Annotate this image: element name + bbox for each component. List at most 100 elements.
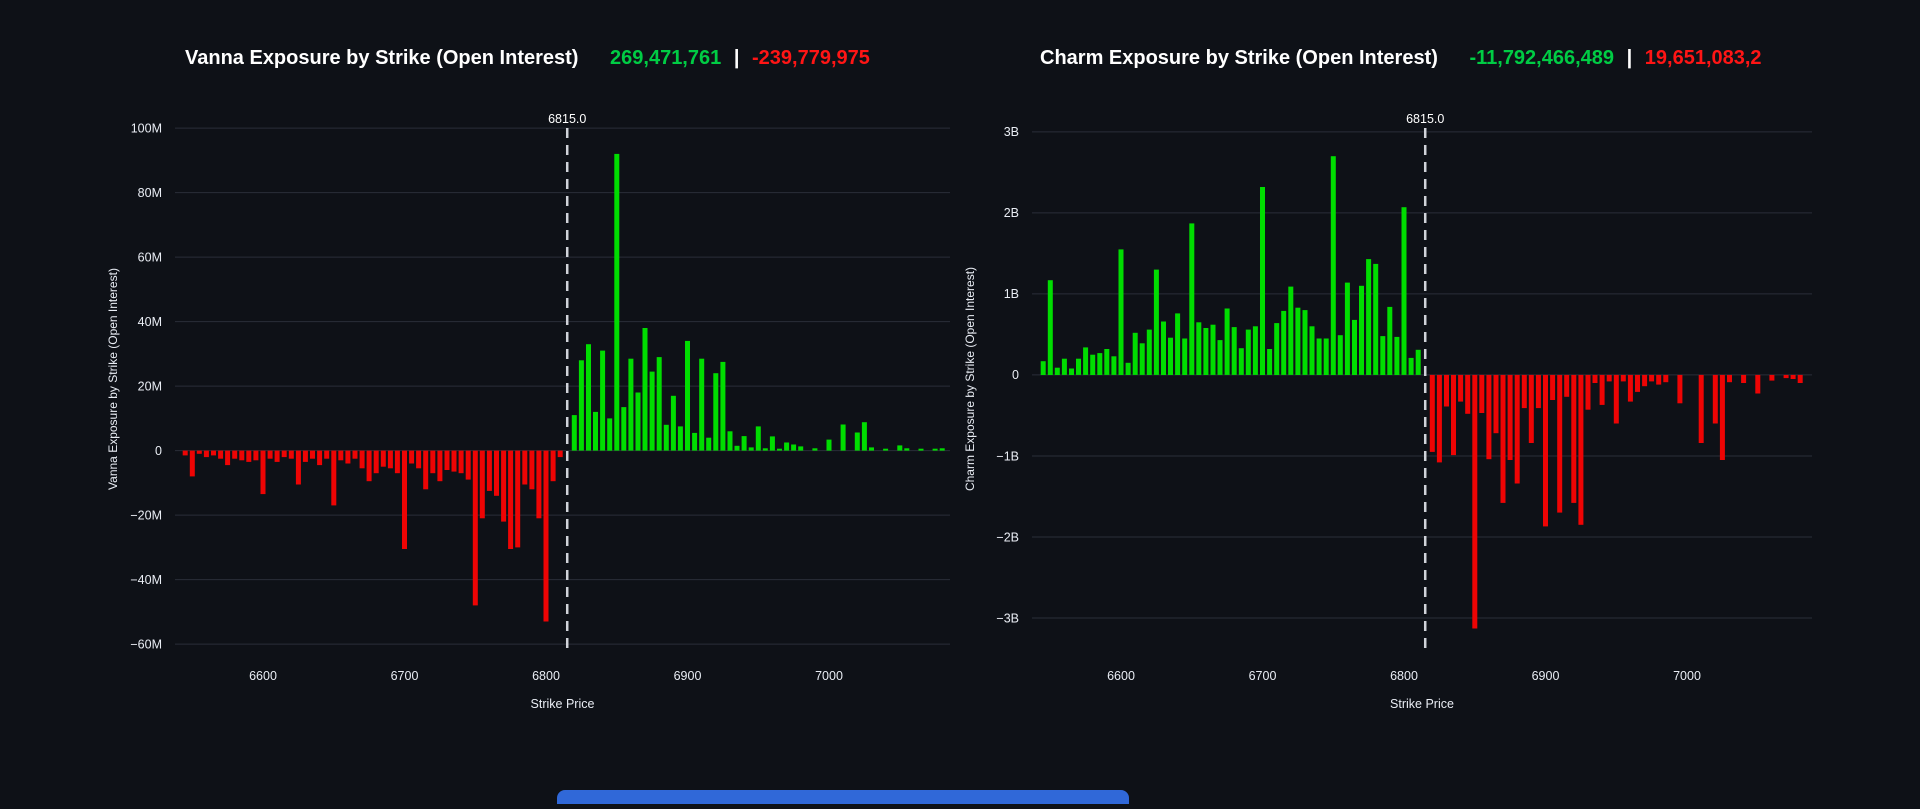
bar-strike-6720[interactable] bbox=[1288, 286, 1294, 375]
bar-strike-6625[interactable] bbox=[295, 450, 301, 485]
bar-strike-6770[interactable] bbox=[1359, 285, 1364, 375]
bar-strike-6905[interactable] bbox=[692, 432, 698, 451]
bar-strike-6775[interactable] bbox=[1366, 259, 1372, 375]
bar-strike-6980[interactable] bbox=[1656, 374, 1662, 385]
bar-strike-7070[interactable] bbox=[1783, 374, 1789, 379]
bar-strike-6555[interactable] bbox=[1054, 367, 1060, 375]
bar-strike-6730[interactable] bbox=[444, 450, 450, 470]
bar-strike-6795[interactable] bbox=[536, 450, 542, 519]
bar-strike-6645[interactable] bbox=[1182, 338, 1188, 376]
bar-strike-6880[interactable] bbox=[1514, 374, 1520, 484]
bar-strike-6645[interactable] bbox=[324, 450, 330, 459]
bar-strike-6795[interactable] bbox=[1394, 336, 1400, 375]
bar-strike-6915[interactable] bbox=[706, 437, 712, 451]
bar-strike-6610[interactable] bbox=[274, 450, 280, 462]
bar-strike-7000[interactable] bbox=[826, 439, 832, 451]
bar-strike-6640[interactable] bbox=[317, 450, 323, 466]
bar-strike-6620[interactable] bbox=[1146, 329, 1152, 375]
bar-strike-6760[interactable] bbox=[486, 450, 492, 491]
bar-strike-6675[interactable] bbox=[1224, 308, 1230, 375]
bar-strike-6655[interactable] bbox=[338, 450, 344, 461]
bar-strike-6905[interactable] bbox=[1550, 374, 1556, 400]
bar-strike-7055[interactable] bbox=[904, 448, 910, 451]
bar-strike-6595[interactable] bbox=[253, 450, 259, 461]
bar-strike-6745[interactable] bbox=[1323, 338, 1329, 376]
bar-strike-6570[interactable] bbox=[218, 450, 224, 459]
bar-strike-6810[interactable] bbox=[1415, 349, 1421, 375]
bar-strike-6965[interactable] bbox=[777, 448, 782, 451]
bar-strike-6925[interactable] bbox=[1578, 374, 1584, 525]
bar-strike-6750[interactable] bbox=[1330, 156, 1336, 375]
bar-strike-6965[interactable] bbox=[1635, 374, 1640, 392]
bar-strike-6895[interactable] bbox=[1535, 374, 1541, 409]
bar-strike-6705[interactable] bbox=[409, 450, 415, 464]
bar-strike-6685[interactable] bbox=[380, 450, 386, 467]
bar-strike-6950[interactable] bbox=[755, 426, 761, 451]
bar-strike-6830[interactable] bbox=[586, 344, 591, 451]
bar-strike-6935[interactable] bbox=[734, 445, 740, 451]
bar-strike-6755[interactable] bbox=[1337, 335, 1343, 375]
bar-strike-6590[interactable] bbox=[246, 450, 252, 462]
bar-strike-6910[interactable] bbox=[699, 358, 705, 451]
bar-strike-6935[interactable] bbox=[1592, 374, 1598, 383]
bar-strike-6885[interactable] bbox=[663, 424, 669, 451]
bar-strike-6870[interactable] bbox=[1500, 374, 1506, 503]
bar-strike-6690[interactable] bbox=[387, 450, 393, 469]
bar-strike-6575[interactable] bbox=[225, 450, 231, 466]
bar-strike-7020[interactable] bbox=[854, 432, 860, 451]
bar-strike-6865[interactable] bbox=[635, 392, 641, 451]
bar-strike-6580[interactable] bbox=[232, 450, 238, 459]
bar-strike-7040[interactable] bbox=[1741, 374, 1747, 383]
bar-strike-6600[interactable] bbox=[1118, 249, 1124, 375]
bar-strike-6570[interactable] bbox=[1076, 358, 1081, 375]
bar-strike-6765[interactable] bbox=[1352, 319, 1357, 375]
bar-strike-6560[interactable] bbox=[203, 450, 209, 458]
bar-strike-6725[interactable] bbox=[1295, 307, 1301, 375]
bar-strike-6565[interactable] bbox=[211, 450, 216, 456]
bar-strike-7050[interactable] bbox=[897, 445, 903, 451]
partial-bottom-element[interactable] bbox=[557, 790, 1129, 804]
bar-strike-6590[interactable] bbox=[1104, 349, 1110, 375]
bar-strike-7030[interactable] bbox=[869, 447, 874, 451]
bar-strike-6565[interactable] bbox=[1069, 368, 1074, 376]
bar-strike-7010[interactable] bbox=[840, 424, 846, 451]
bar-strike-6860[interactable] bbox=[628, 358, 634, 451]
bar-strike-6600[interactable] bbox=[260, 450, 266, 495]
bar-strike-6580[interactable] bbox=[1090, 354, 1096, 375]
bar-strike-6875[interactable] bbox=[649, 371, 655, 451]
bar-strike-6615[interactable] bbox=[281, 450, 287, 458]
bar-strike-6970[interactable] bbox=[1642, 374, 1648, 387]
bar-strike-6615[interactable] bbox=[1139, 343, 1145, 375]
bar-strike-6545[interactable] bbox=[182, 450, 188, 456]
bar-strike-6660[interactable] bbox=[1203, 328, 1209, 375]
bar-strike-6545[interactable] bbox=[1040, 361, 1046, 375]
bar-strike-7040[interactable] bbox=[883, 448, 889, 451]
bar-strike-6845[interactable] bbox=[607, 418, 613, 451]
bar-strike-7020[interactable] bbox=[1712, 374, 1718, 424]
bar-strike-6700[interactable] bbox=[1260, 187, 1265, 375]
bar-strike-6695[interactable] bbox=[394, 450, 400, 474]
bar-strike-6980[interactable] bbox=[798, 446, 804, 451]
bar-strike-6940[interactable] bbox=[741, 436, 747, 451]
bar-strike-6680[interactable] bbox=[373, 450, 379, 474]
bar-strike-6635[interactable] bbox=[1168, 337, 1173, 375]
bar-strike-6870[interactable] bbox=[642, 328, 648, 451]
bar-strike-6995[interactable] bbox=[1677, 374, 1683, 404]
bar-strike-6890[interactable] bbox=[1528, 374, 1534, 443]
bar-strike-6685[interactable] bbox=[1238, 348, 1244, 375]
bar-strike-6610[interactable] bbox=[1132, 332, 1138, 375]
bar-strike-6675[interactable] bbox=[366, 450, 372, 482]
bar-strike-6670[interactable] bbox=[359, 450, 365, 469]
bar-strike-6770[interactable] bbox=[501, 450, 507, 522]
bar-strike-6745[interactable] bbox=[465, 450, 471, 480]
bar-strike-6945[interactable] bbox=[748, 447, 754, 451]
bar-strike-6670[interactable] bbox=[1217, 340, 1223, 375]
bar-strike-6825[interactable] bbox=[1436, 374, 1442, 463]
bar-strike-6725[interactable] bbox=[437, 450, 443, 482]
bar-strike-6955[interactable] bbox=[1620, 374, 1626, 382]
bar-strike-6960[interactable] bbox=[769, 436, 775, 451]
bar-strike-6930[interactable] bbox=[727, 431, 733, 451]
bar-strike-7080[interactable] bbox=[939, 448, 945, 451]
bar-strike-6750[interactable] bbox=[472, 450, 478, 606]
